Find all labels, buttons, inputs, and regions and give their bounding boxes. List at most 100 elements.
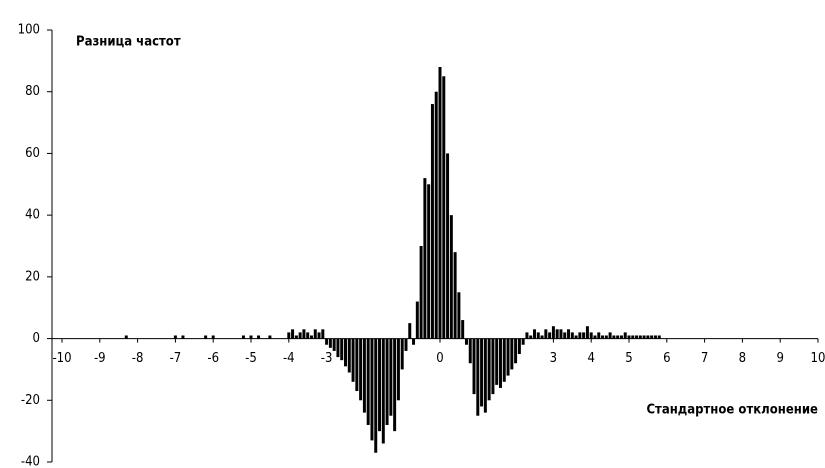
y-tick-label: 100: [18, 23, 40, 38]
bar: [464, 338, 468, 345]
bar: [415, 301, 419, 339]
bar: [612, 335, 616, 339]
x-tick-label: -3: [321, 351, 333, 366]
bar: [517, 338, 521, 354]
x-tick-label: -9: [94, 351, 106, 366]
bar: [249, 335, 253, 339]
bar: [381, 338, 385, 444]
bar: [124, 335, 128, 339]
bar: [597, 332, 601, 339]
bar: [344, 338, 347, 367]
bar: [396, 338, 400, 401]
bar: [340, 338, 344, 361]
bar: [328, 338, 332, 348]
bar: [646, 335, 650, 339]
bar: [351, 338, 355, 382]
bar: [347, 338, 351, 373]
y-tick-label: 60: [25, 146, 40, 161]
bar: [657, 335, 661, 339]
bar: [582, 332, 586, 339]
bar: [480, 338, 484, 407]
bar: [446, 153, 450, 339]
bar: [408, 323, 412, 339]
bar: [570, 332, 574, 339]
bar: [567, 329, 571, 339]
x-tick-label: -10: [52, 351, 71, 366]
bar: [468, 338, 472, 364]
bar: [574, 335, 578, 339]
bar: [423, 178, 427, 339]
bar: [495, 338, 499, 385]
bar: [366, 338, 370, 425]
bar: [317, 332, 321, 339]
bar: [593, 335, 597, 339]
bar: [385, 338, 389, 425]
bar: [585, 326, 589, 339]
bar: [616, 335, 620, 339]
bar: [181, 335, 185, 339]
bar: [533, 329, 536, 339]
bar: [291, 329, 295, 339]
bar: [627, 335, 631, 339]
bar: [472, 338, 476, 395]
bar: [457, 292, 461, 339]
bar: [257, 335, 261, 339]
bar: [355, 338, 359, 392]
bar: [510, 338, 514, 370]
bar: [521, 338, 525, 345]
bar: [642, 335, 646, 339]
bar: [461, 320, 465, 339]
bar: [313, 329, 317, 339]
bar: [483, 338, 487, 413]
x-tick-label: -8: [132, 351, 144, 366]
y-tick-label: -40: [21, 455, 40, 468]
bar: [374, 338, 378, 453]
bar: [604, 335, 608, 339]
x-tick-label: 6: [663, 351, 670, 366]
bar: [211, 335, 215, 339]
y-axis-label: Разница частот: [76, 35, 181, 50]
bar: [309, 335, 313, 339]
bar: [287, 332, 291, 339]
bar: [476, 338, 480, 416]
bar: [427, 184, 431, 339]
bar: [635, 335, 639, 339]
bar: [306, 332, 310, 339]
y-tick-label: 40: [25, 208, 40, 223]
bar: [559, 329, 563, 339]
bar: [506, 338, 510, 376]
x-tick-label: -7: [170, 351, 182, 366]
bar: [268, 335, 272, 339]
bar: [608, 332, 612, 339]
bar: [336, 338, 340, 358]
bar: [551, 326, 555, 339]
bar: [359, 338, 363, 401]
bar: [378, 338, 382, 432]
bar: [400, 338, 404, 370]
x-tick-label: -4: [283, 351, 295, 366]
bar: [438, 67, 442, 339]
bar: [536, 332, 540, 339]
x-tick-label: 4: [587, 351, 594, 366]
bar: [204, 335, 208, 339]
bar: [389, 338, 393, 416]
bar: [332, 338, 336, 351]
bar: [563, 332, 567, 339]
y-tick-label: 80: [25, 84, 40, 99]
x-tick-label: -6: [207, 351, 219, 366]
bar: [491, 338, 495, 395]
bar: [294, 335, 298, 339]
x-tick-label: -5: [245, 351, 257, 366]
bar: [362, 338, 366, 413]
bar: [241, 335, 245, 339]
bar: [487, 338, 491, 401]
bar: [653, 335, 657, 339]
bar: [434, 91, 438, 339]
bar: [173, 335, 177, 339]
bar: [370, 338, 374, 441]
bar: [449, 215, 453, 339]
bar: [419, 246, 423, 339]
x-tick-label: 3: [550, 351, 557, 366]
